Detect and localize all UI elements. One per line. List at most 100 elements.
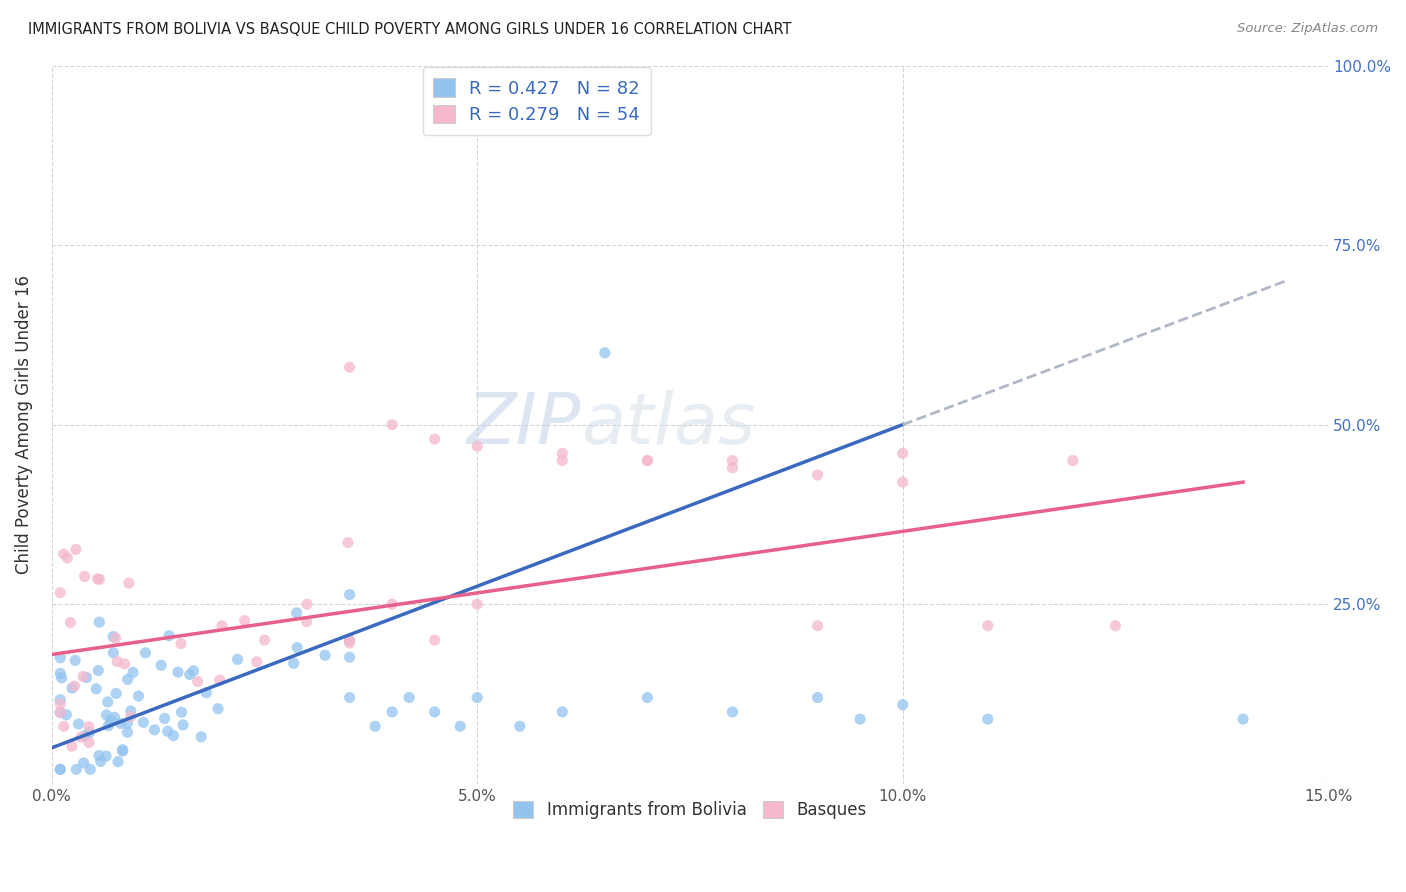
Point bbox=[465, 597, 488, 611]
Point bbox=[172, 718, 194, 732]
Y-axis label: Child Poverty Among Girls Under 16: Child Poverty Among Girls Under 16 bbox=[15, 275, 32, 574]
Point bbox=[150, 658, 173, 673]
Point bbox=[103, 646, 125, 660]
Point bbox=[117, 673, 139, 687]
Point bbox=[806, 690, 828, 705]
Point bbox=[56, 550, 79, 565]
Point bbox=[381, 417, 404, 432]
Point bbox=[1232, 712, 1254, 726]
Point bbox=[63, 679, 86, 693]
Point bbox=[110, 716, 132, 731]
Point bbox=[143, 723, 166, 737]
Point bbox=[122, 665, 145, 680]
Point bbox=[60, 739, 83, 754]
Point bbox=[70, 730, 93, 744]
Point bbox=[128, 689, 150, 703]
Point bbox=[52, 719, 75, 733]
Point bbox=[211, 619, 233, 633]
Point bbox=[636, 453, 658, 467]
Point bbox=[551, 446, 574, 460]
Point bbox=[465, 439, 488, 453]
Point bbox=[59, 615, 82, 630]
Point bbox=[381, 597, 404, 611]
Point bbox=[891, 698, 914, 712]
Point bbox=[65, 763, 87, 777]
Text: Source: ZipAtlas.com: Source: ZipAtlas.com bbox=[1237, 22, 1378, 36]
Legend: Immigrants from Bolivia, Basques: Immigrants from Bolivia, Basques bbox=[506, 794, 873, 826]
Point bbox=[849, 712, 872, 726]
Point bbox=[96, 708, 118, 723]
Point bbox=[1062, 453, 1084, 467]
Point bbox=[246, 655, 269, 669]
Point bbox=[283, 657, 305, 671]
Point bbox=[49, 697, 72, 711]
Point bbox=[423, 432, 446, 446]
Point bbox=[721, 460, 744, 475]
Point bbox=[721, 453, 744, 467]
Point bbox=[339, 360, 361, 375]
Point bbox=[73, 569, 96, 583]
Point bbox=[339, 633, 361, 648]
Point bbox=[86, 572, 108, 586]
Point bbox=[977, 712, 1000, 726]
Point bbox=[107, 755, 129, 769]
Point bbox=[49, 763, 72, 777]
Point bbox=[170, 705, 193, 719]
Point bbox=[103, 630, 125, 644]
Point bbox=[114, 657, 136, 671]
Point bbox=[49, 763, 72, 777]
Point bbox=[60, 681, 83, 695]
Point bbox=[77, 720, 100, 734]
Point bbox=[226, 652, 249, 666]
Point bbox=[806, 467, 828, 482]
Point bbox=[77, 735, 100, 749]
Point bbox=[364, 719, 387, 733]
Point bbox=[285, 640, 308, 655]
Point bbox=[423, 705, 446, 719]
Point bbox=[120, 709, 142, 723]
Point bbox=[63, 653, 86, 667]
Point bbox=[111, 744, 134, 758]
Point bbox=[423, 633, 446, 648]
Point bbox=[285, 606, 308, 620]
Point bbox=[49, 666, 72, 681]
Text: IMMIGRANTS FROM BOLIVIA VS BASQUE CHILD POVERTY AMONG GIRLS UNDER 16 CORRELATION: IMMIGRANTS FROM BOLIVIA VS BASQUE CHILD … bbox=[28, 22, 792, 37]
Point bbox=[49, 706, 72, 720]
Point bbox=[49, 650, 72, 665]
Point bbox=[195, 686, 218, 700]
Point bbox=[97, 695, 120, 709]
Point bbox=[55, 707, 77, 722]
Point bbox=[295, 615, 318, 629]
Point bbox=[117, 725, 139, 739]
Point bbox=[49, 706, 72, 720]
Point bbox=[120, 704, 142, 718]
Point bbox=[73, 756, 96, 770]
Point bbox=[187, 674, 209, 689]
Point bbox=[67, 717, 90, 731]
Point bbox=[593, 346, 616, 360]
Point bbox=[295, 597, 318, 611]
Text: atlas: atlas bbox=[582, 390, 756, 459]
Point bbox=[208, 673, 231, 688]
Point bbox=[190, 730, 212, 744]
Point bbox=[170, 637, 193, 651]
Point bbox=[977, 619, 1000, 633]
Point bbox=[806, 619, 828, 633]
Point bbox=[551, 453, 574, 467]
Point bbox=[398, 690, 420, 705]
Point bbox=[87, 664, 110, 678]
Point bbox=[253, 633, 276, 648]
Point bbox=[465, 690, 488, 705]
Point bbox=[89, 615, 111, 629]
Point bbox=[90, 755, 112, 769]
Point bbox=[339, 690, 361, 705]
Point bbox=[636, 690, 658, 705]
Point bbox=[103, 710, 125, 724]
Point bbox=[381, 705, 404, 719]
Point bbox=[509, 719, 531, 733]
Point bbox=[156, 724, 179, 739]
Point bbox=[73, 729, 96, 743]
Point bbox=[72, 669, 94, 683]
Point bbox=[339, 588, 361, 602]
Point bbox=[233, 614, 256, 628]
